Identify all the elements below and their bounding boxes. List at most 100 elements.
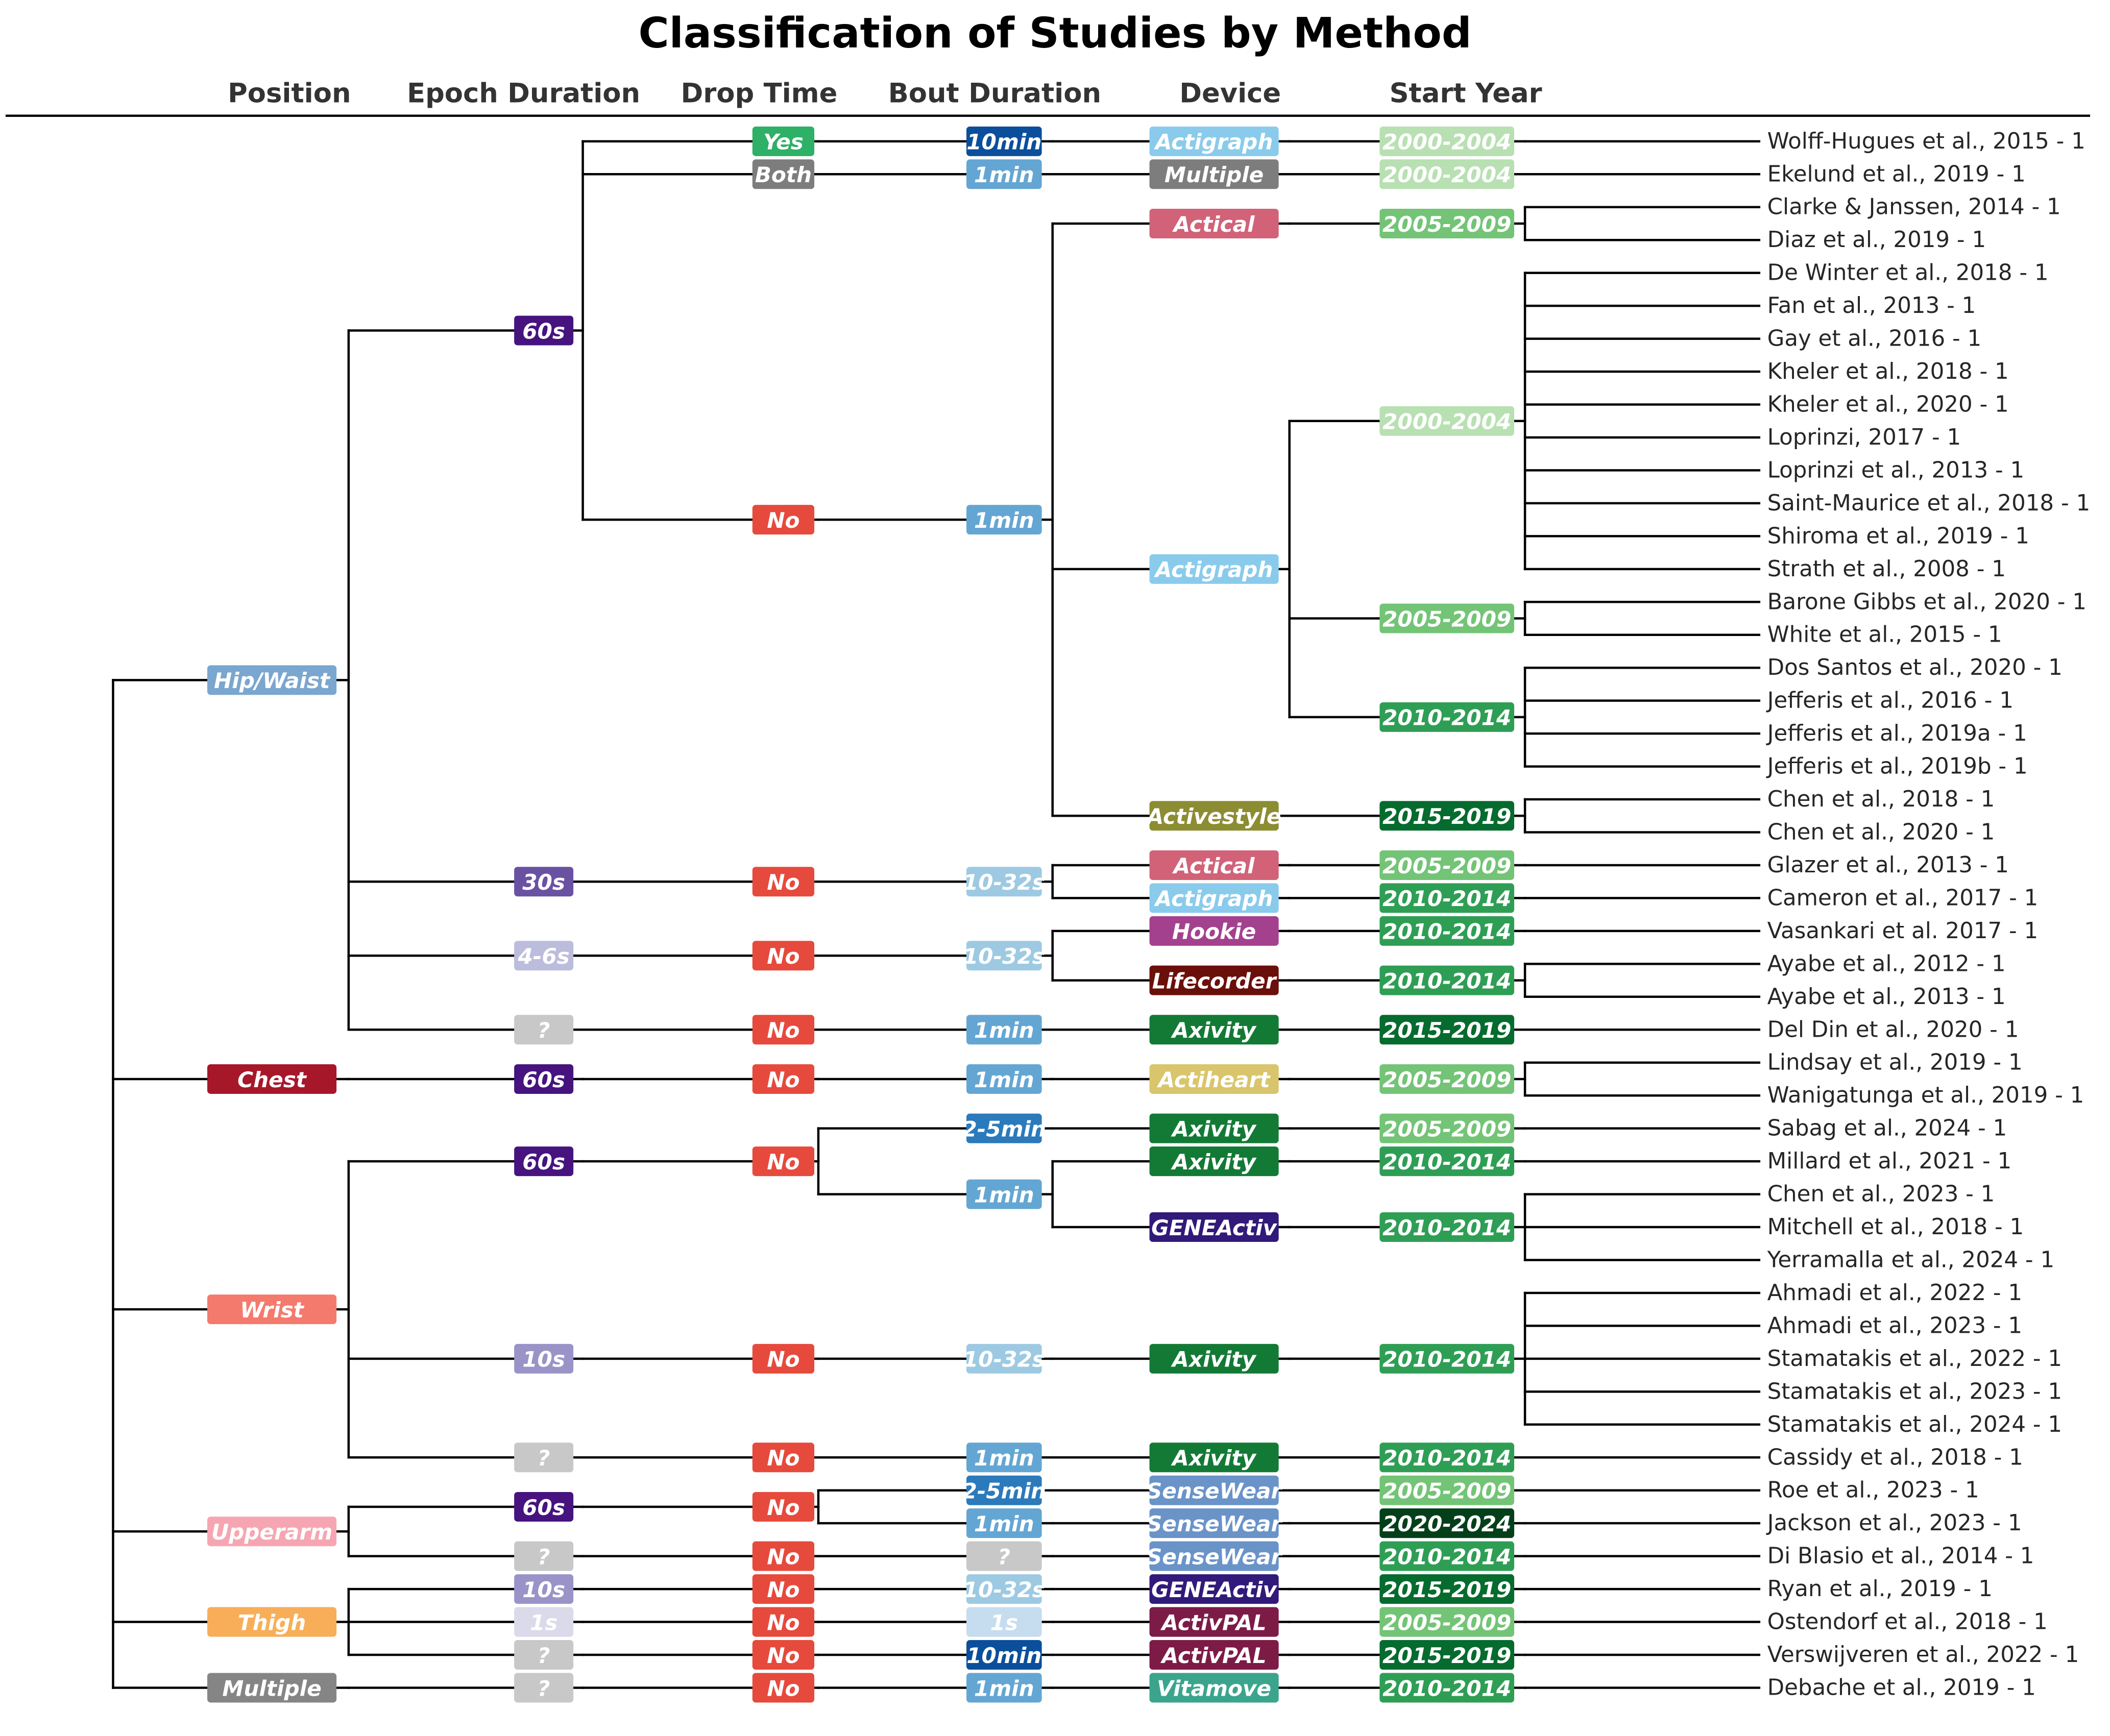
position-node-label: Hip/Waist	[214, 668, 331, 693]
year-node-label: 2005-2009	[1383, 1479, 1511, 1504]
study-label: Chen et al., 2018 - 1	[1767, 787, 1995, 812]
diagram-title: Classification of Studies by Method	[638, 9, 1472, 58]
bout-node-box	[966, 1442, 1042, 1473]
bout-node-label: ?	[998, 1544, 1010, 1569]
bout-node-label: 1min	[974, 1018, 1034, 1043]
bout-node-box	[966, 1113, 1042, 1143]
epoch-node-box	[514, 1673, 574, 1703]
bout-node-box	[966, 505, 1042, 535]
study-label: Kheler et al., 2018 - 1	[1767, 359, 2009, 384]
year-node-box	[1379, 916, 1514, 946]
drop-node-label: No	[767, 1577, 799, 1602]
bout-node-label: 10-32s	[963, 1347, 1045, 1372]
drop-node-label: No	[767, 1544, 799, 1569]
device-node-box	[1149, 1607, 1279, 1637]
column-header: Start Year	[1390, 78, 1542, 109]
study-label: Ryan et al., 2019 - 1	[1767, 1576, 1993, 1602]
study-label: Debache et al., 2019 - 1	[1767, 1675, 2036, 1700]
epoch-node-box	[514, 1064, 574, 1094]
year-node-label: 2005-2009	[1383, 606, 1511, 631]
bout-node-label: 1s	[990, 1610, 1018, 1635]
drop-node-label: No	[767, 1018, 799, 1043]
bout-node-box	[966, 867, 1042, 897]
epoch-node-label: 10s	[522, 1347, 565, 1372]
year-node-box	[1379, 126, 1514, 156]
epoch-node-box	[514, 1492, 574, 1522]
device-node-box	[1149, 208, 1279, 238]
position-node-label: Multiple	[222, 1676, 321, 1701]
drop-node-box	[752, 159, 815, 189]
bout-node-box	[966, 1064, 1042, 1094]
year-node-box	[1379, 1212, 1514, 1242]
drop-node-box	[752, 1640, 815, 1670]
study-label: Jefferis et al., 2019b - 1	[1766, 754, 2028, 779]
column-header: Bout Duration	[888, 78, 1101, 109]
device-node-label: Actigraph	[1154, 886, 1273, 911]
device-node-box	[1149, 1146, 1279, 1177]
device-node-box	[1149, 1064, 1279, 1094]
year-node-box	[1379, 1574, 1514, 1604]
epoch-node-box	[514, 1146, 574, 1177]
year-node-label: 2005-2009	[1383, 853, 1511, 878]
year-node-label: 2010-2014	[1383, 1347, 1511, 1372]
bout-node-label: 2-5min	[962, 1116, 1046, 1141]
year-node-box	[1379, 1343, 1514, 1374]
year-node-label: 2010-2014	[1383, 1676, 1511, 1701]
bout-node-box	[966, 1179, 1042, 1209]
year-node-label: 2015-2019	[1383, 1643, 1511, 1668]
drop-node-label: No	[767, 1676, 799, 1701]
epoch-node-label: ?	[538, 1018, 550, 1043]
year-node-box	[1379, 1015, 1514, 1045]
device-node-label: Actiheart	[1157, 1067, 1271, 1092]
position-node-box	[207, 1673, 337, 1703]
study-label: Kheler et al., 2020 - 1	[1767, 392, 2009, 418]
device-node-box	[1149, 554, 1279, 584]
device-node-label: SenseWear	[1147, 1479, 1283, 1504]
bout-node-label: 10-32s	[963, 1577, 1045, 1602]
year-node-box	[1379, 208, 1514, 238]
study-label: Roe et al., 2023 - 1	[1767, 1478, 1979, 1503]
bout-node-label: 10min	[966, 130, 1041, 155]
study-label: Stamatakis et al., 2023 - 1	[1767, 1379, 2062, 1404]
study-label: Cassidy et al., 2018 - 1	[1767, 1445, 2023, 1470]
bout-node-box	[966, 1508, 1042, 1538]
epoch-node-box	[514, 867, 574, 897]
epoch-node-box	[514, 1541, 574, 1571]
device-node-label: Hookie	[1172, 919, 1256, 944]
drop-node-label: No	[767, 944, 799, 969]
year-node-label: 2010-2014	[1383, 1150, 1511, 1175]
epoch-node-box	[514, 1442, 574, 1473]
year-node-label: 2020-2024	[1383, 1511, 1511, 1536]
device-node-box	[1149, 916, 1279, 946]
device-node-label: Actigraph	[1154, 130, 1273, 155]
bout-node-label: 10-32s	[963, 870, 1045, 895]
study-label: Jefferis et al., 2019a - 1	[1766, 721, 2027, 746]
study-label: Barone Gibbs et al., 2020 - 1	[1767, 589, 2087, 615]
study-label: Wanigatunga et al., 2019 - 1	[1767, 1083, 2084, 1108]
year-node-box	[1379, 1673, 1514, 1703]
study-label: Del Din et al., 2020 - 1	[1767, 1017, 2019, 1042]
study-label: Wolff-Hugues et al., 2015 - 1	[1767, 129, 2085, 154]
study-label: Gay et al., 2016 - 1	[1767, 326, 1982, 352]
device-node-label: Actical	[1172, 853, 1255, 878]
year-node-box	[1379, 603, 1514, 633]
study-label: Fan et al., 2013 - 1	[1767, 293, 1976, 319]
device-node-box	[1149, 1541, 1279, 1571]
study-label: Clarke & Janssen, 2014 - 1	[1767, 194, 2061, 220]
year-node-label: 2010-2014	[1383, 1544, 1511, 1569]
drop-node-label: No	[767, 1067, 799, 1092]
device-node-label: Multiple	[1165, 162, 1264, 187]
year-node-label: 2005-2009	[1383, 1116, 1511, 1141]
year-node-box	[1379, 702, 1514, 732]
year-node-label: 2010-2014	[1383, 968, 1511, 993]
year-node-box	[1379, 1442, 1514, 1473]
drop-node-label: No	[767, 1446, 799, 1471]
study-label: Di Blasio et al., 2014 - 1	[1767, 1544, 2034, 1569]
study-label: Loprinzi et al., 2013 - 1	[1767, 457, 2025, 483]
bout-node-label: 2-5min	[962, 1479, 1046, 1504]
device-node-box	[1149, 1574, 1279, 1604]
position-node-label: Chest	[237, 1067, 307, 1092]
epoch-node-label: 60s	[522, 1495, 565, 1520]
drop-node-box	[752, 1442, 815, 1473]
study-label: Jefferis et al., 2016 - 1	[1766, 688, 2014, 714]
